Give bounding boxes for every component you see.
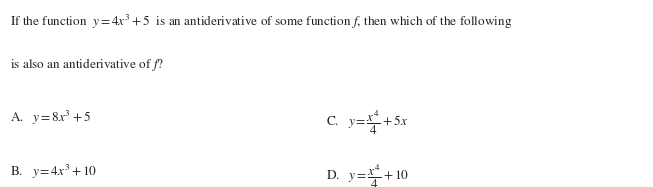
Text: is also an antiderivative of $f$?: is also an antiderivative of $f$? [10, 56, 164, 73]
Text: D.   $y = \dfrac{x^4}{4} + 10$: D. $y = \dfrac{x^4}{4} + 10$ [326, 163, 409, 187]
Text: If the function  $y = 4x^3 + 5$  is an antiderivative of some function $f$, then: If the function $y = 4x^3 + 5$ is an ant… [10, 13, 512, 31]
Text: A.   $y = 8x^3 + 5$: A. $y = 8x^3 + 5$ [10, 108, 91, 127]
Text: B.   $y = 4x^3 + 10$: B. $y = 4x^3 + 10$ [10, 163, 97, 181]
Text: C.   $y = \dfrac{x^4}{4} + 5x$: C. $y = \dfrac{x^4}{4} + 5x$ [326, 108, 408, 137]
